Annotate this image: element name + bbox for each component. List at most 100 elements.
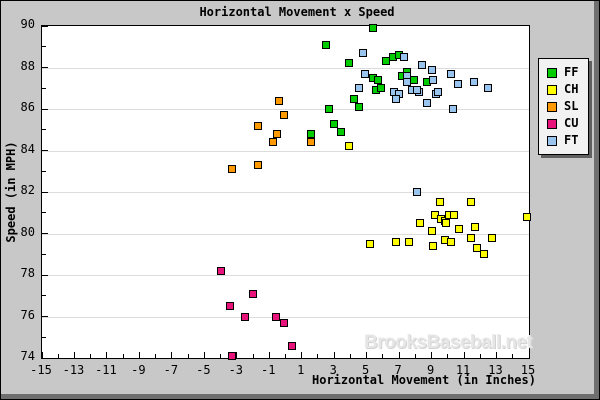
x-tick <box>301 352 303 358</box>
y-tick <box>42 357 48 359</box>
gridline <box>42 316 529 318</box>
data-point-ft <box>453 80 462 89</box>
legend-swatch-ft-icon <box>547 135 557 146</box>
data-point-ch <box>473 244 482 253</box>
y-tick <box>42 316 48 317</box>
data-point-ch <box>429 241 438 250</box>
x-tick-label: 5 <box>362 363 370 377</box>
data-point-ff <box>325 105 334 113</box>
y-tick-label: 74 <box>20 349 35 363</box>
x-tick <box>431 352 433 358</box>
data-point-ft <box>361 69 370 78</box>
y-tick-label: 76 <box>20 307 35 322</box>
y-tick <box>42 67 48 68</box>
plot-area <box>41 24 532 360</box>
x-tick-label: -15 <box>30 363 52 377</box>
data-point-ch <box>450 210 459 219</box>
legend-item-ch: CH <box>547 83 588 95</box>
data-point-ft <box>417 61 426 70</box>
x-tick-label: 3 <box>329 363 337 377</box>
data-point-ch <box>365 239 374 248</box>
data-point-sl <box>279 111 288 120</box>
data-point-ft <box>427 65 436 74</box>
y-tick <box>42 295 46 297</box>
data-point-ft <box>359 48 368 57</box>
data-point-ch <box>447 237 456 246</box>
x-tick-label: 9 <box>426 363 435 377</box>
y-tick <box>42 87 46 89</box>
data-point-sl <box>227 165 236 174</box>
data-point-sl <box>273 129 282 138</box>
y-tick <box>42 46 46 48</box>
data-point-ft <box>403 78 412 87</box>
x-tick <box>106 352 108 358</box>
data-point-sl <box>268 138 277 147</box>
y-tick <box>42 25 48 27</box>
gridline <box>42 233 529 235</box>
y-tick <box>42 233 48 234</box>
data-point-ch <box>344 142 353 151</box>
data-point-ff <box>377 84 386 93</box>
x-tick <box>138 352 140 358</box>
legend-swatch-ff-icon <box>547 67 557 78</box>
y-tick <box>42 170 46 172</box>
x-tick <box>73 352 75 358</box>
data-point-cu <box>279 318 288 327</box>
data-point-ft <box>429 75 438 84</box>
data-point-cu <box>240 312 249 321</box>
y-tick-label: 88 <box>20 58 35 73</box>
x-tick <box>236 352 238 358</box>
data-point-ch <box>391 237 400 246</box>
y-tick <box>42 191 48 193</box>
x-tick <box>220 354 222 358</box>
x-tick-label: 13 <box>488 363 503 377</box>
data-point-sl <box>307 138 316 147</box>
x-tick <box>285 354 286 358</box>
x-tick <box>479 354 481 358</box>
data-point-ft <box>391 94 400 103</box>
data-point-ch <box>455 225 464 234</box>
data-point-ff <box>330 119 339 128</box>
data-point-ch <box>487 233 496 242</box>
data-point-sl <box>253 161 262 170</box>
data-point-ft <box>422 98 431 107</box>
data-point-cu <box>249 289 258 298</box>
x-tick-label: 1 <box>297 363 305 377</box>
data-point-ft <box>447 69 456 78</box>
x-tick <box>447 354 449 358</box>
chart-title: Horizontal Movement x Speed <box>199 5 395 19</box>
y-tick <box>42 129 46 131</box>
gridline <box>42 192 529 193</box>
legend-item-sl: SL <box>547 100 588 112</box>
data-point-ch <box>466 233 475 242</box>
x-tick <box>463 352 465 358</box>
gridline <box>42 67 529 69</box>
y-tick <box>42 108 48 110</box>
data-point-ft <box>412 188 421 196</box>
x-tick-label: -13 <box>62 363 85 377</box>
x-tick-label: -9 <box>131 363 146 377</box>
x-tick-label: -11 <box>95 363 117 377</box>
x-tick <box>252 354 254 358</box>
data-point-sl <box>275 96 283 105</box>
x-tick <box>496 352 498 358</box>
x-tick <box>90 354 92 358</box>
data-point-ff <box>322 40 331 49</box>
y-tick <box>42 212 46 214</box>
x-tick <box>171 352 173 358</box>
x-tick <box>268 352 270 358</box>
y-tick-label: 84 <box>20 141 35 156</box>
data-point-ff <box>374 75 383 84</box>
data-point-ft <box>354 84 363 93</box>
data-point-ff <box>349 94 358 103</box>
legend-swatch-sl-icon <box>547 101 557 112</box>
x-tick <box>57 354 59 358</box>
x-tick <box>366 352 368 358</box>
data-point-cu <box>271 312 280 321</box>
watermark: BrooksBaseball.net <box>364 332 533 353</box>
x-tick <box>512 354 514 358</box>
data-point-ff <box>344 59 353 68</box>
gridline <box>42 150 529 152</box>
legend: FF CH SL CU FT <box>538 58 589 155</box>
